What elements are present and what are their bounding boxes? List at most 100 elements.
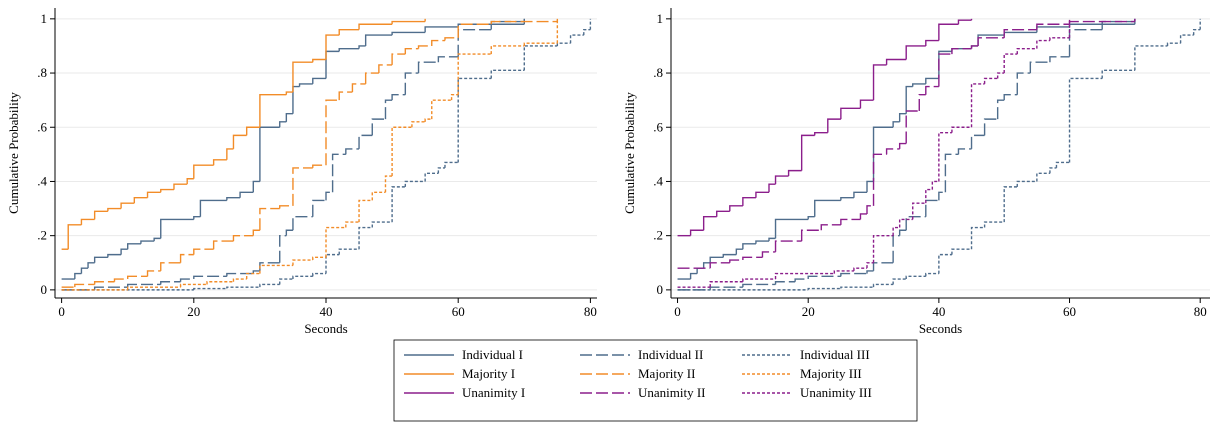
step-segment — [742, 283, 776, 288]
step-segment — [696, 267, 704, 274]
step-segment — [358, 45, 366, 49]
step-segment — [761, 251, 776, 258]
step-segment — [80, 267, 89, 274]
step-segment — [931, 180, 939, 190]
step-segment — [127, 275, 148, 280]
step-segment — [800, 229, 822, 242]
step-segment — [424, 26, 459, 33]
step-segment — [404, 180, 426, 187]
step-segment — [1036, 23, 1070, 30]
step-segment — [885, 148, 900, 155]
x-tick-label: 80 — [584, 304, 597, 319]
step-segment — [898, 218, 913, 228]
step-segment — [312, 164, 326, 168]
step-segment — [944, 153, 959, 193]
step-segment — [358, 199, 373, 223]
step-segment — [820, 224, 841, 231]
step-segment — [252, 229, 260, 236]
step-segment — [127, 286, 181, 290]
y-tick-label: .2 — [653, 228, 663, 243]
x-tick-label: 60 — [452, 304, 465, 319]
step-segment — [239, 191, 254, 198]
step-segment — [457, 28, 492, 57]
step-segment — [814, 131, 828, 136]
step-segment — [133, 197, 148, 204]
step-segment — [951, 248, 972, 255]
step-segment — [827, 118, 841, 133]
step-segment — [226, 148, 234, 160]
step-segment — [279, 278, 293, 285]
step-segment — [391, 94, 406, 101]
step-segment — [107, 253, 122, 258]
step-segment — [173, 183, 188, 190]
legend-label: Unanimity III — [800, 385, 872, 400]
step-segment — [977, 37, 1005, 46]
step-segment — [859, 213, 867, 220]
step-segment — [1134, 45, 1168, 71]
step-segment — [872, 64, 887, 101]
step-segment — [892, 234, 900, 263]
step-segment — [794, 278, 809, 282]
step-segment — [358, 23, 393, 30]
step-segment — [74, 283, 95, 288]
step-segment — [925, 188, 933, 204]
step-segment — [523, 45, 558, 71]
legend-label: Unanimity II — [638, 385, 706, 400]
step-segment — [1166, 42, 1181, 46]
step-segment — [872, 262, 894, 271]
step-segment — [146, 270, 161, 277]
step-segment — [93, 210, 108, 220]
legend-label: Individual I — [462, 347, 523, 362]
step-segment — [866, 180, 874, 193]
step-segment — [417, 61, 439, 74]
step-segment — [742, 256, 763, 261]
step-segment — [840, 218, 861, 225]
step-segment — [556, 42, 571, 46]
step-segment — [853, 267, 867, 271]
step-segment — [325, 34, 340, 60]
step-segment — [1179, 34, 1194, 44]
step-segment — [768, 237, 776, 242]
step-segment — [457, 77, 492, 163]
step-segment — [411, 121, 426, 128]
step-segment — [925, 199, 939, 217]
step-segment — [226, 197, 241, 201]
step-segment — [872, 234, 894, 263]
step-segment — [702, 262, 711, 269]
step-segment — [1049, 56, 1070, 63]
step-segment — [912, 202, 926, 220]
step-segment — [983, 118, 998, 136]
step-segment — [325, 99, 340, 166]
x-tick-label: 0 — [58, 304, 65, 319]
step-segment — [833, 270, 854, 274]
step-segment — [457, 53, 492, 95]
step-segment — [179, 283, 208, 288]
step-segment — [232, 134, 247, 149]
step-segment — [285, 91, 293, 95]
step-segment — [569, 34, 584, 44]
step-segment — [160, 218, 194, 239]
step-segment — [996, 72, 1005, 79]
step-segment — [259, 283, 280, 288]
step-segment — [252, 270, 260, 274]
step-segment — [80, 218, 95, 225]
step-segment — [285, 113, 293, 122]
step-segment — [417, 45, 432, 49]
step-segment — [120, 248, 128, 255]
step-segment — [232, 234, 254, 242]
step-segment — [292, 85, 300, 114]
step-segment — [345, 148, 360, 155]
step-segment — [957, 148, 972, 155]
step-segment — [325, 191, 333, 201]
step-segment — [1049, 37, 1070, 41]
step-segment — [938, 50, 952, 79]
step-segment — [1003, 28, 1037, 38]
step-segment — [755, 191, 769, 198]
step-segment — [292, 275, 313, 280]
y-axis-title: Cumulative Probability — [622, 92, 637, 214]
step-segment — [898, 229, 907, 236]
step-segment — [67, 224, 82, 250]
x-tick-label: 40 — [320, 304, 333, 319]
step-segment — [338, 28, 360, 36]
